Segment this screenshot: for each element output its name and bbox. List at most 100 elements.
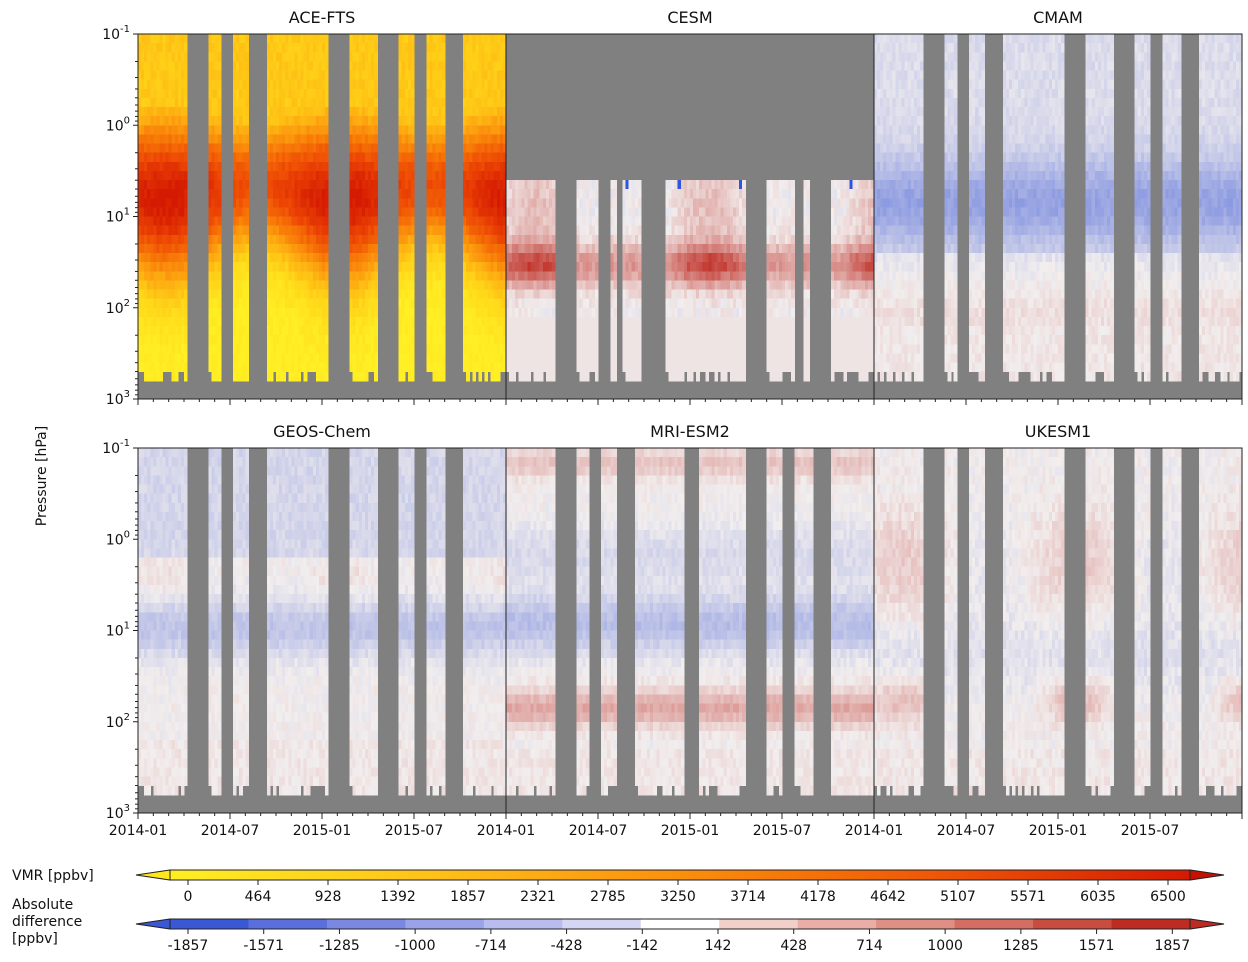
heatmap-cell <box>778 271 783 281</box>
heatmap-cell <box>429 207 433 218</box>
heatmap-cell <box>239 262 243 272</box>
heatmap-cell <box>708 207 713 218</box>
heatmap-cell <box>785 198 789 208</box>
heatmap-cell <box>368 161 372 172</box>
heatmap-cell <box>371 152 375 163</box>
heatmap-cell <box>312 170 317 181</box>
heatmap-cell <box>512 180 516 190</box>
heatmap-cell <box>318 143 323 154</box>
heatmap-cell <box>680 307 685 318</box>
y-tick-label: 10-1 <box>102 24 130 43</box>
heatmap-cell <box>788 234 792 245</box>
heatmap-cell <box>291 97 295 108</box>
heatmap-cell <box>855 243 860 254</box>
heatmap-cell <box>705 298 709 309</box>
heatmap-cell <box>410 234 415 245</box>
heatmap-cell <box>435 97 440 108</box>
heatmap-cell <box>512 353 516 364</box>
heatmap-cell <box>693 280 697 291</box>
heatmap-cell <box>769 207 774 218</box>
heatmap-cell <box>502 170 507 181</box>
heatmap-cell <box>239 335 243 345</box>
heatmap-cell <box>156 316 161 327</box>
heatmap-cell <box>552 344 556 354</box>
heatmap-cell <box>625 335 630 345</box>
heatmap-cell <box>552 271 556 281</box>
heatmap-cell <box>410 198 415 208</box>
heatmap-cell <box>803 234 808 245</box>
heatmap-cell <box>548 271 553 281</box>
heatmap-cell <box>594 253 599 263</box>
heatmap-cell <box>242 225 246 236</box>
heatmap-cell <box>806 234 811 245</box>
heatmap-cell <box>708 316 713 327</box>
heatmap-cell <box>496 280 501 291</box>
heatmap-cell <box>269 125 274 135</box>
heatmap-cell <box>496 353 501 364</box>
heatmap-cell <box>496 198 501 208</box>
heatmap-cell <box>726 216 731 227</box>
heatmap-cell <box>368 116 372 126</box>
heatmap-cell <box>852 216 857 227</box>
heatmap-cell <box>806 307 811 318</box>
heatmap-cell <box>144 362 148 373</box>
heatmap-cell <box>831 216 835 227</box>
heatmap-cell <box>542 216 547 227</box>
heatmap-cell <box>637 225 642 236</box>
heatmap-cell <box>404 271 409 281</box>
heatmap-cell <box>481 61 486 72</box>
heatmap-cell <box>766 243 771 254</box>
heatmap-cell <box>843 371 847 382</box>
heatmap-cell <box>294 207 299 218</box>
heatmap-cell <box>150 34 154 44</box>
heatmap-cell <box>582 280 587 291</box>
heatmap-cell <box>837 207 841 218</box>
heatmap-cell <box>677 316 682 327</box>
heatmap-cell <box>785 316 789 327</box>
heatmap-cell <box>723 234 728 245</box>
heatmap-cell <box>469 134 473 145</box>
heatmap-cell <box>245 143 249 154</box>
heatmap-cell <box>576 234 581 245</box>
heatmap-cell <box>233 253 237 263</box>
heatmap-cell <box>883 253 887 263</box>
heatmap-cell <box>180 70 185 81</box>
heatmap-cell <box>266 70 271 81</box>
heatmap-cell <box>874 170 878 181</box>
heatmap-cell <box>769 280 774 291</box>
heatmap-cell <box>322 207 326 218</box>
heatmap-cell <box>515 280 519 291</box>
heatmap-cell <box>407 79 412 90</box>
heatmap-cell <box>174 344 179 354</box>
heatmap-cell <box>870 280 875 291</box>
heatmap-cell <box>499 170 504 181</box>
heatmap-cell <box>674 180 679 190</box>
heatmap-cell <box>159 107 164 117</box>
heatmap-cell <box>588 216 593 227</box>
heatmap-cell <box>472 271 476 281</box>
heatmap-cell <box>806 280 811 291</box>
heatmap-cell <box>174 335 179 345</box>
heatmap-cell <box>806 253 811 263</box>
heatmap-cell <box>303 107 308 117</box>
heatmap-cell <box>696 180 700 190</box>
heatmap-cell <box>515 326 519 336</box>
heatmap-cell <box>269 116 274 126</box>
heatmap-cell <box>496 307 501 318</box>
heatmap-cell <box>432 43 437 53</box>
heatmap-cell <box>233 344 237 354</box>
heatmap-cell <box>150 134 154 145</box>
heatmap-cell <box>410 271 415 281</box>
heatmap-cell <box>138 152 142 163</box>
heatmap-cell <box>729 234 734 245</box>
heatmap-cell <box>245 253 249 263</box>
heatmap-cell <box>766 262 771 272</box>
heatmap-cell <box>487 280 492 291</box>
heatmap-cell <box>548 362 553 373</box>
heatmap-cell <box>524 371 529 382</box>
heatmap-cell <box>671 298 676 309</box>
heatmap-cell <box>591 262 596 272</box>
heatmap-cell <box>410 152 415 163</box>
heatmap-cell <box>846 216 851 227</box>
heatmap-cell <box>502 335 507 345</box>
